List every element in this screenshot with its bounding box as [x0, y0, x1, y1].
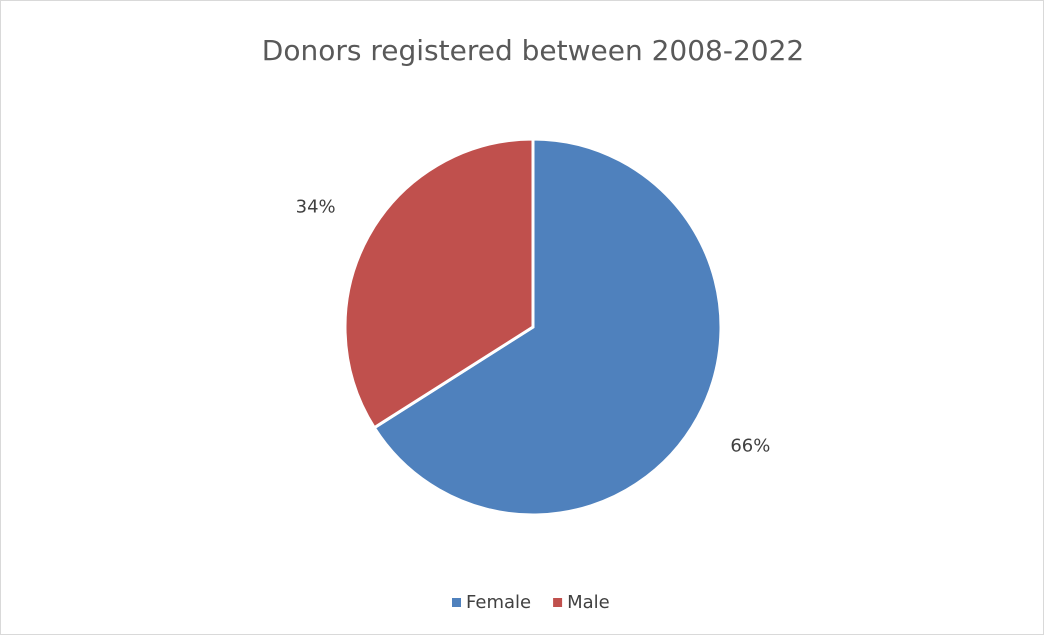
- legend-swatch: [452, 598, 461, 607]
- chart-title: Donors registered between 2008-2022: [262, 34, 804, 67]
- legend-label: Female: [466, 592, 531, 613]
- pie-slice: [372, 137, 723, 517]
- legend-swatch: [553, 598, 563, 607]
- data-label: 66%: [730, 435, 770, 456]
- data-label: 34%: [296, 197, 336, 218]
- pie-slice: [343, 137, 535, 430]
- legend-label: Male: [567, 592, 610, 613]
